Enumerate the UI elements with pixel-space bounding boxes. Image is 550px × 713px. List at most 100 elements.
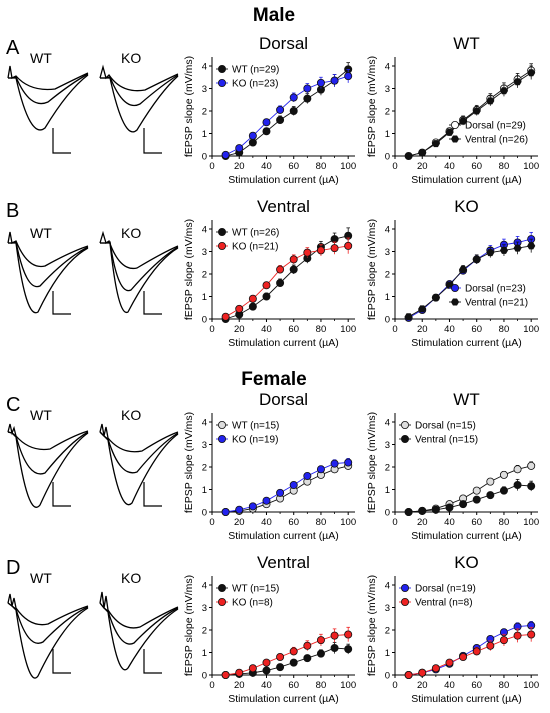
data-point	[276, 105, 285, 114]
data-point	[217, 434, 226, 443]
legend-item: Ventral (n=26)	[449, 135, 528, 146]
x-tick-label: 80	[499, 517, 510, 528]
data-point	[221, 507, 230, 516]
fepsp-traces-ko-b	[99, 230, 179, 314]
data-point	[235, 304, 244, 313]
x-axis-label: Stimulation current (µA)	[228, 337, 339, 349]
data-point	[316, 78, 325, 87]
data-point	[262, 118, 271, 127]
x-tick-label: 20	[417, 324, 428, 335]
series-2	[404, 65, 536, 160]
y-tick-label: 2	[202, 626, 207, 637]
y-axis-label: fEPSP slope (mV/ms)	[183, 56, 195, 157]
chart-4: KO 0 20 40 60 80 100 0 1 2 3 4 Stimulation current (…	[366, 197, 539, 349]
data-point	[344, 630, 353, 639]
data-point	[499, 246, 509, 254]
legend-item: Ventral (n=21)	[449, 298, 528, 309]
legend-item: KO (n=23)	[216, 79, 278, 90]
x-tick-label: 40	[261, 517, 272, 528]
y-axis-label: fEPSP slope (mV/ms)	[366, 56, 378, 157]
y-tick-label: 1	[202, 485, 207, 496]
data-point	[472, 486, 481, 495]
fepsp-traces-wt-c	[7, 423, 89, 508]
series-line	[225, 69, 349, 157]
trace-line	[7, 431, 89, 475]
trace-label-wt-b: WT	[30, 225, 52, 241]
data-point	[450, 298, 460, 306]
data-point	[418, 668, 427, 677]
fepsp-traces-ko-a	[99, 64, 179, 133]
x-tick-label: 60	[471, 680, 482, 691]
chart-8: KO 0 20 40 60 80 100 0 1 2 3 4 Stimulation current (…	[366, 553, 539, 705]
chart-title: Ventral	[257, 197, 310, 216]
data-point	[513, 244, 522, 252]
data-point	[344, 645, 353, 654]
fepsp-traces-ko-c	[99, 423, 179, 506]
data-point	[316, 246, 325, 255]
legend-item: Dorsal (n=15)	[399, 421, 476, 432]
fepsp-traces-ko-d	[99, 591, 179, 671]
data-point	[450, 121, 459, 130]
trace-line	[100, 241, 179, 292]
chart-title: Ventral	[257, 553, 310, 572]
data-point	[303, 654, 312, 663]
data-point	[499, 636, 508, 645]
trace-line	[100, 74, 179, 106]
x-tick-label: 0	[209, 517, 214, 528]
trace-label-ko-b: KO	[121, 225, 141, 241]
x-tick-label: 100	[523, 324, 539, 335]
trace-label-wt-c: WT	[30, 407, 52, 423]
trace-line	[7, 431, 89, 508]
x-tick-label: 60	[288, 324, 299, 335]
y-tick-label: 1	[202, 648, 207, 659]
series-2	[221, 626, 353, 680]
y-tick-label: 3	[202, 603, 207, 614]
scale-bar-ko-b	[143, 291, 162, 315]
trace-label-ko-a: KO	[121, 50, 141, 66]
legend-label: KO (n=19)	[232, 435, 278, 446]
scale-bar-ko-c	[143, 482, 162, 507]
data-point	[330, 76, 339, 85]
data-point	[445, 658, 454, 667]
x-tick-label: 20	[234, 324, 245, 335]
data-point	[400, 420, 409, 429]
series-2	[404, 626, 536, 680]
data-point	[262, 292, 271, 301]
y-tick-label: 2	[385, 463, 390, 474]
series-line	[408, 484, 532, 513]
x-tick-label: 100	[523, 680, 539, 691]
data-point	[289, 647, 298, 656]
trace-line	[7, 231, 89, 268]
y-tick-label: 2	[385, 626, 390, 637]
x-tick-label: 0	[392, 680, 397, 691]
row-letter-b: B	[6, 200, 19, 222]
row-letter-c: C	[6, 394, 20, 416]
x-tick-label: 100	[340, 680, 356, 691]
legend-label: Ventral (n=15)	[415, 435, 478, 446]
data-point	[235, 144, 244, 153]
series-line	[408, 72, 532, 157]
data-point	[499, 470, 508, 479]
data-point	[431, 140, 440, 148]
trace-line	[99, 431, 179, 474]
data-point	[276, 265, 285, 274]
chart-title: Dorsal	[259, 34, 308, 53]
y-axis-label: fEPSP slope (mV/ms)	[183, 219, 195, 320]
x-tick-label: 0	[392, 324, 397, 335]
data-point	[235, 668, 244, 677]
x-tick-label: 80	[316, 161, 327, 172]
data-point	[418, 506, 427, 515]
x-tick-label: 80	[499, 161, 510, 172]
data-point	[289, 107, 298, 116]
x-axis-label: Stimulation current (µA)	[411, 337, 522, 349]
series-line	[225, 245, 349, 318]
x-tick-label: 40	[261, 324, 272, 335]
data-point	[303, 641, 312, 650]
legend-item: KO (n=21)	[216, 242, 278, 253]
data-point	[217, 584, 226, 593]
y-axis-label: fEPSP slope (mV/ms)	[366, 219, 378, 320]
y-tick-label: 4	[202, 225, 207, 236]
data-point	[276, 488, 285, 497]
data-point	[499, 486, 508, 495]
x-tick-label: 20	[234, 517, 245, 528]
